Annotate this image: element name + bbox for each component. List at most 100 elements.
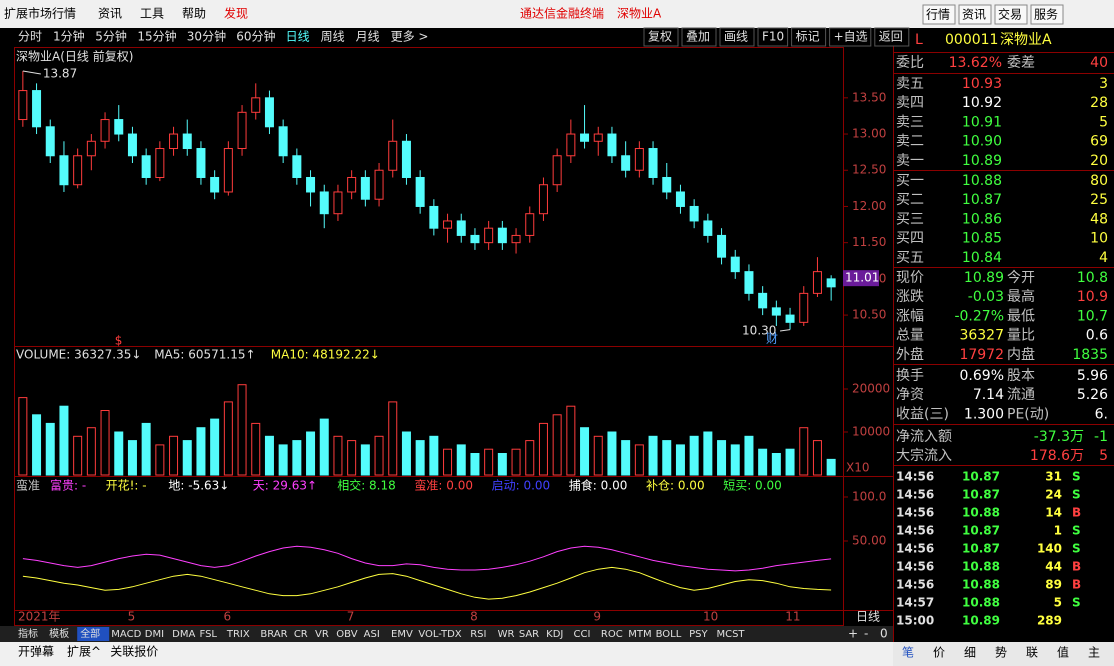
indicator-tab[interactable]: CCI xyxy=(574,629,591,640)
status-item[interactable]: 扩展^ xyxy=(67,645,101,659)
volume-bar xyxy=(251,422,261,476)
period-tab[interactable]: 日线 xyxy=(286,30,310,44)
period-tab[interactable]: 60分钟 xyxy=(236,29,275,44)
candle-body xyxy=(182,133,192,150)
toolbar-button[interactable] xyxy=(874,27,910,47)
indicator-tab[interactable]: MACD xyxy=(111,629,141,640)
indicator-tab[interactable]: ASI xyxy=(364,629,380,640)
menu-button-label[interactable]: 行情 xyxy=(926,8,950,22)
indicator-tab[interactable]: 模板 xyxy=(49,627,69,640)
indicator-tab[interactable]: VOL-TDX xyxy=(418,629,461,640)
indicator-tab[interactable]: EMV xyxy=(391,629,413,640)
indicator-tab[interactable]: TRIX xyxy=(226,629,250,640)
indicator-tab[interactable]: KDJ xyxy=(546,629,563,640)
period-tab[interactable]: 周线 xyxy=(321,30,345,44)
indicator-tab[interactable]: MTM xyxy=(628,629,651,640)
trade-side: S xyxy=(1072,470,1081,484)
volume-bar xyxy=(196,427,206,476)
menu-button-label[interactable]: 资讯 xyxy=(962,8,986,22)
toolbar-button-label[interactable]: 返回 xyxy=(879,30,903,44)
candle-body xyxy=(86,140,96,157)
period-tab[interactable]: 15分钟 xyxy=(137,29,176,44)
indicator-tab[interactable]: 指标 xyxy=(18,627,38,640)
indicator-tab[interactable]: CR xyxy=(294,629,308,640)
toolbar-button-label[interactable]: 叠加 xyxy=(686,30,710,44)
toolbar-button[interactable] xyxy=(757,27,789,47)
indicator-tab[interactable]: SAR xyxy=(519,629,539,640)
toolbar-button-label[interactable]: F10 xyxy=(762,30,784,44)
volume-bar xyxy=(374,435,384,476)
tab-control[interactable]: 0 xyxy=(880,627,888,641)
toolbar-button[interactable] xyxy=(829,27,872,47)
indicator-tab[interactable]: 全部 xyxy=(80,627,100,640)
tab-control[interactable]: - xyxy=(864,627,868,641)
menu-item[interactable]: 资讯 xyxy=(98,7,122,21)
indicator-tab[interactable]: FSL xyxy=(200,629,218,640)
menu-item[interactable]: 扩展市场行情 xyxy=(4,6,76,21)
note-arrow xyxy=(779,329,791,332)
volume-bar xyxy=(552,414,562,476)
toolbar-button-label[interactable]: 复权 xyxy=(648,30,672,44)
menu-item[interactable]: 工具 xyxy=(140,7,164,21)
quote-tab[interactable]: 联 xyxy=(1026,646,1038,660)
menu-button[interactable] xyxy=(994,4,1028,25)
indicator-tab[interactable]: ROC xyxy=(601,629,623,640)
indicator-tab[interactable]: MCST xyxy=(716,629,745,640)
toolbar-button[interactable] xyxy=(719,27,755,47)
period-tab[interactable]: 月线 xyxy=(356,30,380,44)
quote-tab[interactable]: 价 xyxy=(933,646,945,660)
stat-label: 内盘 xyxy=(1007,346,1035,363)
y-tick-label: 10.50 xyxy=(852,308,886,322)
menu-item[interactable]: 发现 xyxy=(224,6,248,21)
period-tab[interactable]: 分时 xyxy=(18,30,42,44)
menu-button-label[interactable]: 交易 xyxy=(998,7,1022,22)
x-tick-label: 6 xyxy=(224,610,232,624)
trade-price: 10.89 xyxy=(962,614,1000,628)
volume-bar xyxy=(306,431,316,476)
quote-tab[interactable]: 主 xyxy=(1088,646,1100,660)
candle-body xyxy=(360,176,370,200)
candle-body xyxy=(59,155,69,186)
order-qty: 25 xyxy=(1090,192,1108,208)
candle-body xyxy=(443,220,453,229)
quote-tab[interactable]: 细 xyxy=(964,646,976,660)
menu-button-label[interactable]: 服务 xyxy=(1034,7,1058,22)
status-item[interactable]: 关联报价 xyxy=(110,644,158,659)
toolbar-button-label[interactable]: 标记 xyxy=(796,30,820,44)
volume-bar xyxy=(771,453,781,476)
market-flag: L xyxy=(915,32,923,48)
indicator-tab[interactable]: WR xyxy=(498,629,515,640)
toolbar-button[interactable] xyxy=(681,27,717,47)
volume-bar xyxy=(648,435,658,476)
indicator-tab[interactable]: VR xyxy=(315,629,329,640)
status-item[interactable]: 开弹幕 xyxy=(18,645,54,659)
menu-button[interactable] xyxy=(922,4,956,25)
order-price: 10.93 xyxy=(962,76,1002,92)
quote-tab[interactable]: 笔 xyxy=(902,645,914,660)
indicator-tab[interactable]: OBV xyxy=(336,629,357,640)
indicator-tab[interactable]: BOLL xyxy=(656,629,682,640)
toolbar-button[interactable] xyxy=(791,27,827,47)
period-tab[interactable]: 30分钟 xyxy=(187,29,226,44)
period-tab[interactable]: 更多 > xyxy=(391,30,429,44)
period-tab[interactable]: 5分钟 xyxy=(95,29,127,44)
menu-button[interactable] xyxy=(1030,4,1064,25)
menu-button[interactable] xyxy=(958,4,992,25)
price-marker: 11.01 xyxy=(845,271,879,285)
tab-control[interactable]: + xyxy=(848,627,858,641)
indicator-tab[interactable]: BRAR xyxy=(260,629,287,640)
indicator-tab[interactable]: DMA xyxy=(172,629,195,640)
indicator-tab[interactable]: PSY xyxy=(689,629,708,640)
quote-tab[interactable]: 值 xyxy=(1057,645,1069,660)
indicator-tab[interactable]: RSI xyxy=(470,629,486,640)
toolbar-button[interactable] xyxy=(643,27,679,47)
menu-item[interactable]: 帮助 xyxy=(182,7,206,21)
indicator-legend: 天: 29.63↑ xyxy=(253,479,317,493)
volume-bar xyxy=(758,448,768,476)
indicator-tab[interactable]: DMI xyxy=(145,629,164,640)
quote-tab[interactable]: 势 xyxy=(995,646,1007,660)
toolbar-button-label[interactable]: +自选 xyxy=(834,30,868,44)
trade-side: B xyxy=(1072,506,1081,520)
period-tab[interactable]: 1分钟 xyxy=(53,29,85,44)
toolbar-button-label[interactable]: 画线 xyxy=(724,30,748,44)
